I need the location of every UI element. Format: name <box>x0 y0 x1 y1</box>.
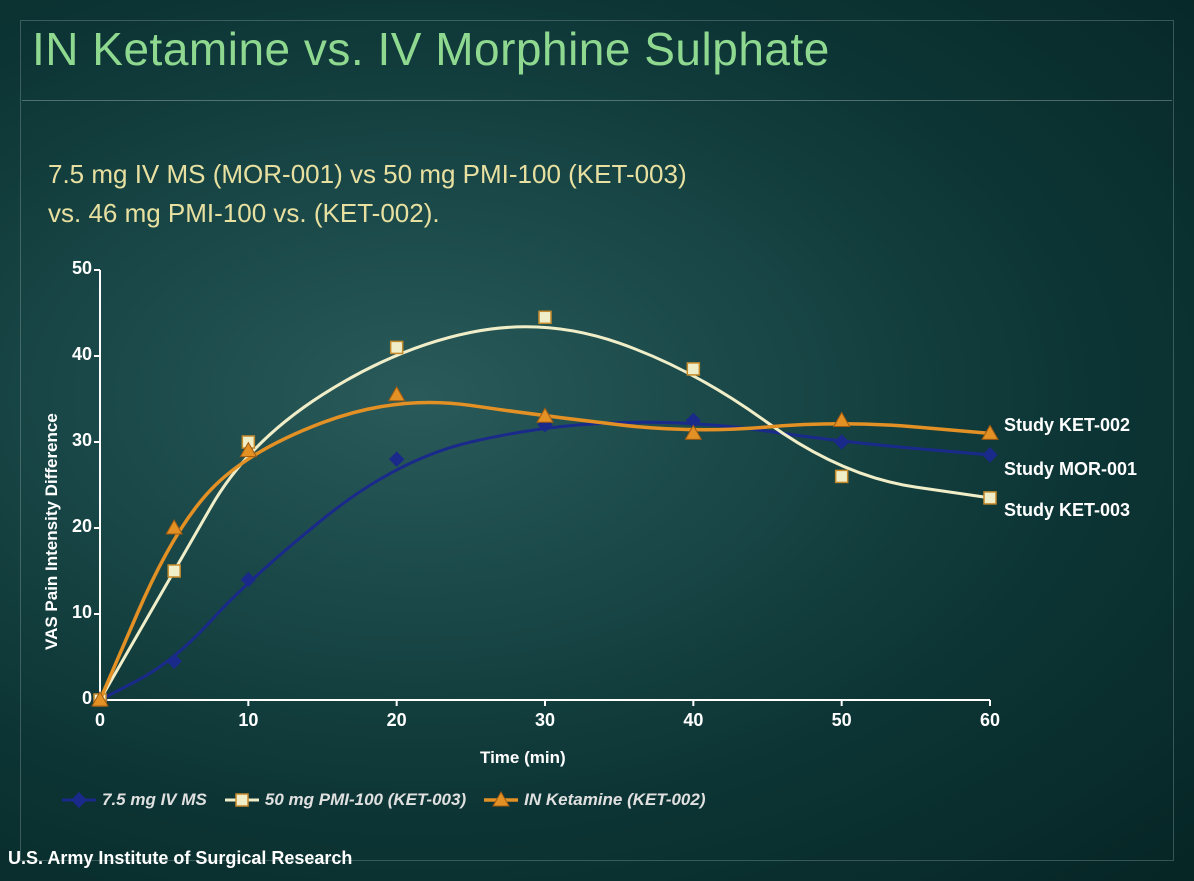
y-axis-label: VAS Pain Intensity Difference <box>42 413 62 650</box>
legend-label-1: 7.5 mg IV MS <box>102 790 207 810</box>
x-tick-label: 30 <box>530 710 560 731</box>
x-tick-label: 10 <box>233 710 263 731</box>
x-tick-label: 60 <box>975 710 1005 731</box>
legend-item-ivms: 7.5 mg IV MS <box>62 790 207 810</box>
legend-item-ket002: IN Ketamine (KET-002) <box>484 790 705 810</box>
y-tick-label: 0 <box>60 688 92 709</box>
slide-title: IN Ketamine vs. IV Morphine Sulphate <box>32 22 830 76</box>
legend-marker-diamond <box>62 791 96 809</box>
y-tick-label: 50 <box>60 258 92 279</box>
legend-item-ket003: 50 mg PMI-100 (KET-003) <box>225 790 466 810</box>
subtitle-line-1: 7.5 mg IV MS (MOR-001) vs 50 mg PMI-100 … <box>48 155 687 194</box>
legend-marker-triangle <box>484 791 518 809</box>
x-axis-label: Time (min) <box>480 748 566 768</box>
y-tick-label: 10 <box>60 602 92 623</box>
subtitle-line-2: vs. 46 mg PMI-100 vs. (KET-002). <box>48 194 687 233</box>
y-tick-label: 30 <box>60 430 92 451</box>
x-tick-label: 20 <box>382 710 412 731</box>
chart-container <box>30 260 1030 760</box>
slide-subtitle: 7.5 mg IV MS (MOR-001) vs 50 mg PMI-100 … <box>48 155 687 233</box>
series-end-label: Study MOR-001 <box>1004 459 1137 480</box>
x-tick-label: 0 <box>85 710 115 731</box>
chart-svg <box>30 260 1030 760</box>
chart-legend: 7.5 mg IV MS 50 mg PMI-100 (KET-003) IN … <box>62 790 706 810</box>
y-tick-label: 40 <box>60 344 92 365</box>
x-tick-label: 50 <box>827 710 857 731</box>
y-tick-label: 20 <box>60 516 92 537</box>
legend-label-2: 50 mg PMI-100 (KET-003) <box>265 790 466 810</box>
legend-marker-square <box>225 791 259 809</box>
legend-label-3: IN Ketamine (KET-002) <box>524 790 705 810</box>
footer-text: U.S. Army Institute of Surgical Research <box>8 848 352 869</box>
title-underline <box>22 100 1172 101</box>
series-end-label: Study KET-002 <box>1004 415 1130 436</box>
series-end-label: Study KET-003 <box>1004 500 1130 521</box>
x-tick-label: 40 <box>678 710 708 731</box>
